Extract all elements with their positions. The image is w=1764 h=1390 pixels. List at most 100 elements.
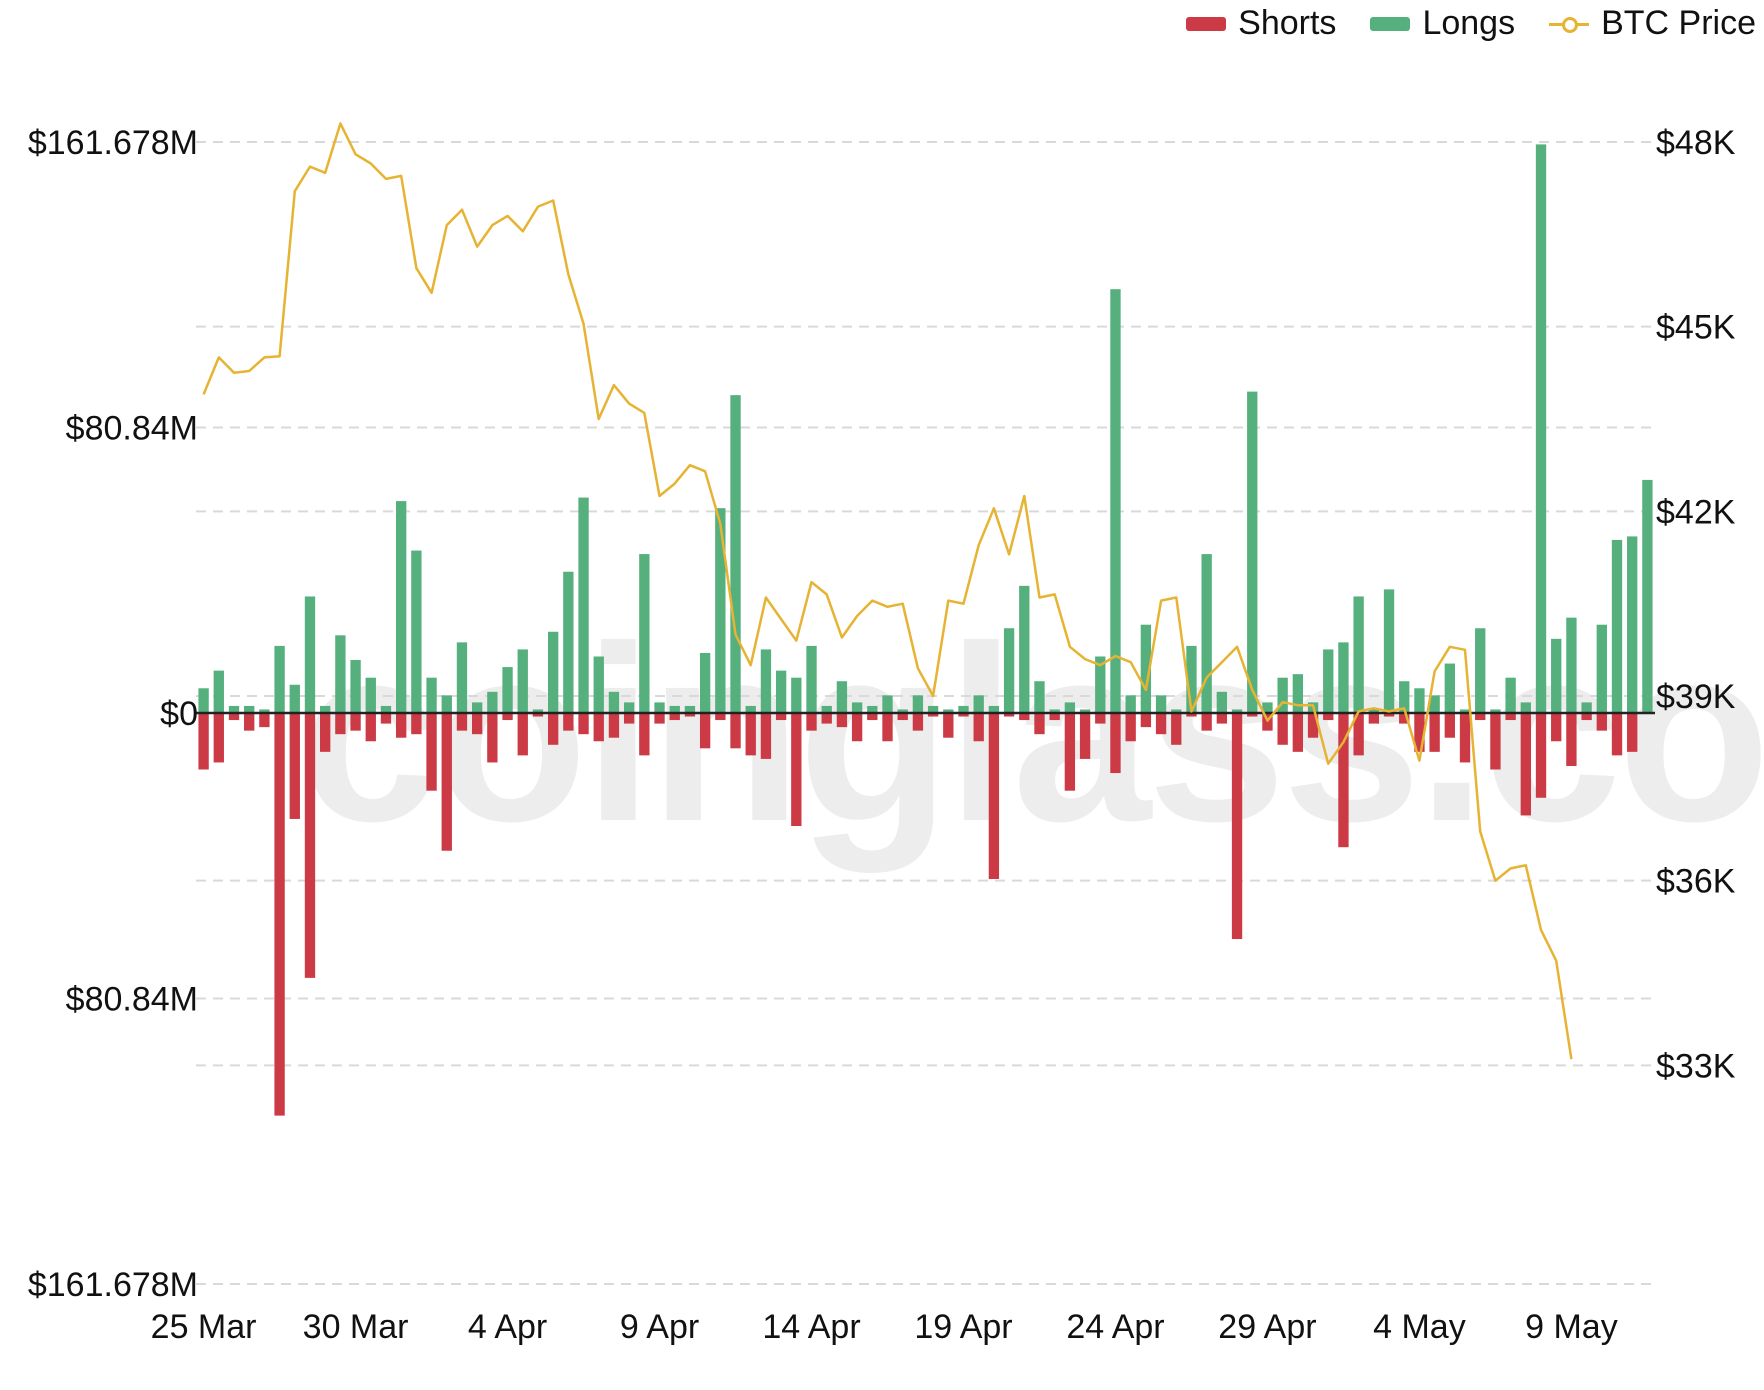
long-bar [973, 695, 984, 713]
long-bar [1551, 638, 1562, 713]
long-bar [1459, 709, 1471, 713]
long-bar [365, 677, 376, 713]
x-axis-tick-label: 29 Apr [1218, 1308, 1316, 1346]
short-bar [289, 713, 300, 819]
long-bar [867, 705, 878, 713]
long-bar [715, 508, 726, 713]
short-bar [669, 713, 680, 721]
short-bar [547, 713, 559, 745]
long-bar [1505, 677, 1516, 713]
short-bar [836, 713, 848, 728]
short-bar [927, 713, 939, 717]
short-bar [578, 713, 589, 735]
long-bar [532, 709, 544, 713]
short-bar [1019, 713, 1030, 721]
long-bar [1095, 656, 1106, 713]
long-bar [943, 709, 954, 713]
long-bar [1399, 681, 1410, 713]
short-bar [730, 713, 741, 749]
short-bar [1520, 713, 1531, 816]
short-bar [1490, 713, 1501, 770]
short-bar [1247, 713, 1258, 717]
long-bar [547, 631, 559, 713]
long-bar [1019, 585, 1030, 713]
short-bar [1399, 713, 1410, 724]
long-bar [244, 705, 255, 713]
long-bar [897, 709, 908, 713]
right-axis-tick-label: $48K [1656, 124, 1736, 162]
short-bar [532, 713, 544, 717]
long-bar [1262, 702, 1273, 713]
x-axis-tick-label: 14 Apr [762, 1308, 860, 1346]
short-bar [1566, 713, 1577, 766]
right-axis-tick-label: $36K [1656, 863, 1736, 901]
long-bar [608, 691, 620, 713]
long-bar [456, 642, 468, 713]
legend-longs[interactable]: Longs [1370, 4, 1515, 43]
long-bar [1277, 677, 1288, 713]
long-bar [1079, 709, 1091, 713]
short-bar [1201, 713, 1212, 731]
long-bar [578, 497, 589, 713]
short-bar [213, 713, 224, 763]
long-bar [958, 705, 969, 713]
short-bar [897, 713, 908, 721]
long-bar [1490, 709, 1501, 713]
short-bar [715, 713, 726, 721]
short-bar [973, 713, 984, 742]
long-bar [1429, 695, 1440, 713]
long-bar [927, 705, 939, 713]
long-bar [228, 705, 240, 713]
short-bar [1338, 713, 1349, 848]
short-bar [958, 713, 969, 717]
long-bar [1231, 709, 1243, 713]
long-bar [289, 684, 300, 713]
short-bar [593, 713, 604, 742]
legend-shorts[interactable]: Shorts [1186, 4, 1336, 43]
long-bar [517, 649, 528, 713]
short-bar [882, 713, 893, 742]
legend-shorts-label: Shorts [1238, 4, 1337, 42]
long-bar [836, 681, 848, 713]
short-bar [639, 713, 650, 756]
long-bar [745, 705, 756, 713]
long-bar [350, 660, 361, 713]
long-bar [274, 645, 285, 713]
short-bar [274, 713, 285, 1116]
right-axis-tick-label: $45K [1656, 309, 1736, 347]
short-bar [1459, 713, 1471, 763]
chart-legend: Shorts Longs BTC Price [1186, 4, 1756, 43]
right-axis-tick-label: $42K [1656, 493, 1736, 531]
long-bar [1368, 709, 1380, 713]
short-bar [1353, 713, 1364, 756]
long-bar [593, 656, 604, 713]
short-bar [1444, 713, 1455, 738]
long-bar [1034, 681, 1045, 713]
left-axis-tick-label: $80.84M [66, 409, 198, 447]
long-bar [1186, 645, 1197, 713]
left-axis-tick-label: $0 [160, 695, 198, 733]
legend-price[interactable]: BTC Price [1549, 4, 1756, 43]
long-bar [563, 571, 574, 713]
short-bar [456, 713, 468, 731]
short-bar [1064, 713, 1076, 791]
legend-shorts-swatch [1186, 16, 1227, 31]
short-bar [1140, 713, 1152, 728]
long-bar [684, 705, 696, 713]
long-bar [487, 691, 498, 713]
short-bar [684, 713, 696, 717]
short-bar [320, 713, 331, 752]
short-bar [1003, 713, 1015, 717]
x-axis-tick-label: 30 Mar [303, 1308, 409, 1346]
short-bar [1125, 713, 1136, 742]
short-bar [1292, 713, 1304, 752]
short-bar [1551, 713, 1562, 742]
long-bar [639, 554, 650, 713]
short-bar [760, 713, 772, 759]
long-bar [411, 550, 422, 713]
long-bar [471, 702, 483, 713]
short-bar [1231, 713, 1243, 940]
long-bar [760, 649, 772, 713]
long-bar [1064, 702, 1076, 713]
